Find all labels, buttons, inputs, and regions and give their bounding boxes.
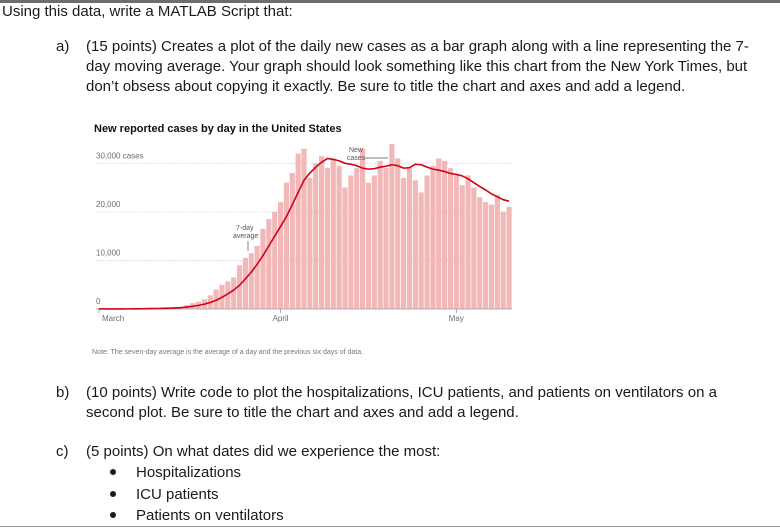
bar [477, 197, 483, 309]
part-c-bullet-list: Hospitalizations ICU patients Patients o… [108, 462, 284, 527]
bullet-text: Patients on ventilators [136, 507, 284, 524]
bullet-text: ICU patients [136, 485, 219, 503]
seven-day-annotation: 7-day average [233, 225, 258, 251]
bar [465, 175, 471, 309]
part-b-letter: b) [56, 384, 70, 401]
part-c-text: (5 points) On what dates did we experien… [86, 443, 441, 460]
seven-day-label-line-2: average [233, 233, 258, 240]
bar [442, 160, 448, 309]
part-a-letter: a) [56, 38, 70, 55]
bar [488, 204, 495, 309]
bar [225, 281, 231, 309]
bottom-border [0, 526, 780, 527]
bar [418, 192, 424, 309]
bar [277, 202, 284, 309]
seven-day-label-line-1: 7-day [236, 225, 254, 232]
y-axis-ticks: 0 10,000 20,000 30,000 cases [96, 151, 144, 306]
nyt-cases-chart: New reported cases by day in the United … [86, 118, 526, 364]
new-cases-annotation: New cases [347, 147, 388, 162]
bar [231, 277, 237, 309]
bar [459, 185, 465, 309]
bar [401, 177, 407, 309]
bar [313, 163, 319, 309]
bar [213, 289, 219, 309]
bar [336, 165, 342, 309]
y-tick-label: 30,000 cases [96, 151, 144, 160]
bullet-item: ICU patients [108, 484, 284, 506]
bar [272, 211, 278, 309]
new-cases-label-line-2: cases [347, 155, 366, 162]
chart-title: New reported cases by day in the United … [94, 123, 342, 135]
x-tick-label: April [273, 314, 289, 323]
bar [242, 258, 248, 309]
bar [301, 148, 307, 309]
bar [354, 168, 360, 309]
bar [295, 153, 301, 309]
new-cases-label-line-1: New [349, 147, 364, 154]
bar [406, 168, 413, 309]
bar [289, 173, 295, 309]
bar [424, 175, 430, 309]
part-c-letter: c) [56, 443, 69, 460]
bullet-text: Hospitalizations [136, 464, 242, 481]
bar [248, 253, 254, 309]
bullet-dot [110, 512, 116, 518]
top-border [0, 0, 780, 3]
bullet-item: Patients on ventilators [108, 505, 284, 527]
bar [360, 148, 366, 309]
y-tick-label: 20,000 [96, 200, 121, 209]
bar [260, 228, 266, 309]
bar [383, 168, 389, 309]
bar [324, 168, 331, 309]
bar [365, 182, 372, 309]
seven-day-average-line [98, 157, 510, 310]
bar [506, 207, 512, 309]
bar [483, 202, 489, 309]
bullet-dot [110, 490, 116, 497]
bar [307, 177, 313, 309]
bar [283, 182, 290, 309]
bullet-dot [110, 469, 116, 475]
bar-series [96, 143, 512, 310]
bar [453, 175, 459, 309]
bar [430, 165, 436, 309]
y-tick-label: 10,000 [96, 248, 121, 257]
bar [436, 158, 442, 309]
bar [412, 180, 418, 309]
bar [318, 156, 325, 309]
bar [371, 175, 377, 309]
bar [500, 211, 506, 309]
bar [395, 158, 401, 309]
bar [494, 194, 500, 309]
bar [266, 219, 272, 309]
x-axis-ticks: March April May [98, 309, 464, 323]
x-tick-label: May [449, 314, 464, 323]
bar [377, 160, 383, 309]
bar [236, 265, 243, 309]
chart-svg: New reported cases by day in the United … [92, 123, 512, 356]
chart-note: Note: The seven-day average is the avera… [92, 349, 363, 356]
bar [254, 245, 260, 309]
part-b-text: (10 points) Write code to plot the hospi… [86, 384, 717, 421]
bar [330, 158, 336, 309]
part-a-text: (15 points) Creates a plot of the daily … [86, 38, 749, 95]
bar [471, 187, 477, 309]
bar [389, 143, 395, 309]
bar [342, 187, 348, 309]
x-tick-label: March [102, 314, 124, 323]
bar [348, 175, 354, 309]
bar [447, 168, 454, 309]
bullet-item: Hospitalizations [108, 462, 284, 484]
intro-text: Using this data, write a MATLAB Script t… [2, 3, 293, 20]
y-tick-label: 0 [96, 297, 101, 306]
